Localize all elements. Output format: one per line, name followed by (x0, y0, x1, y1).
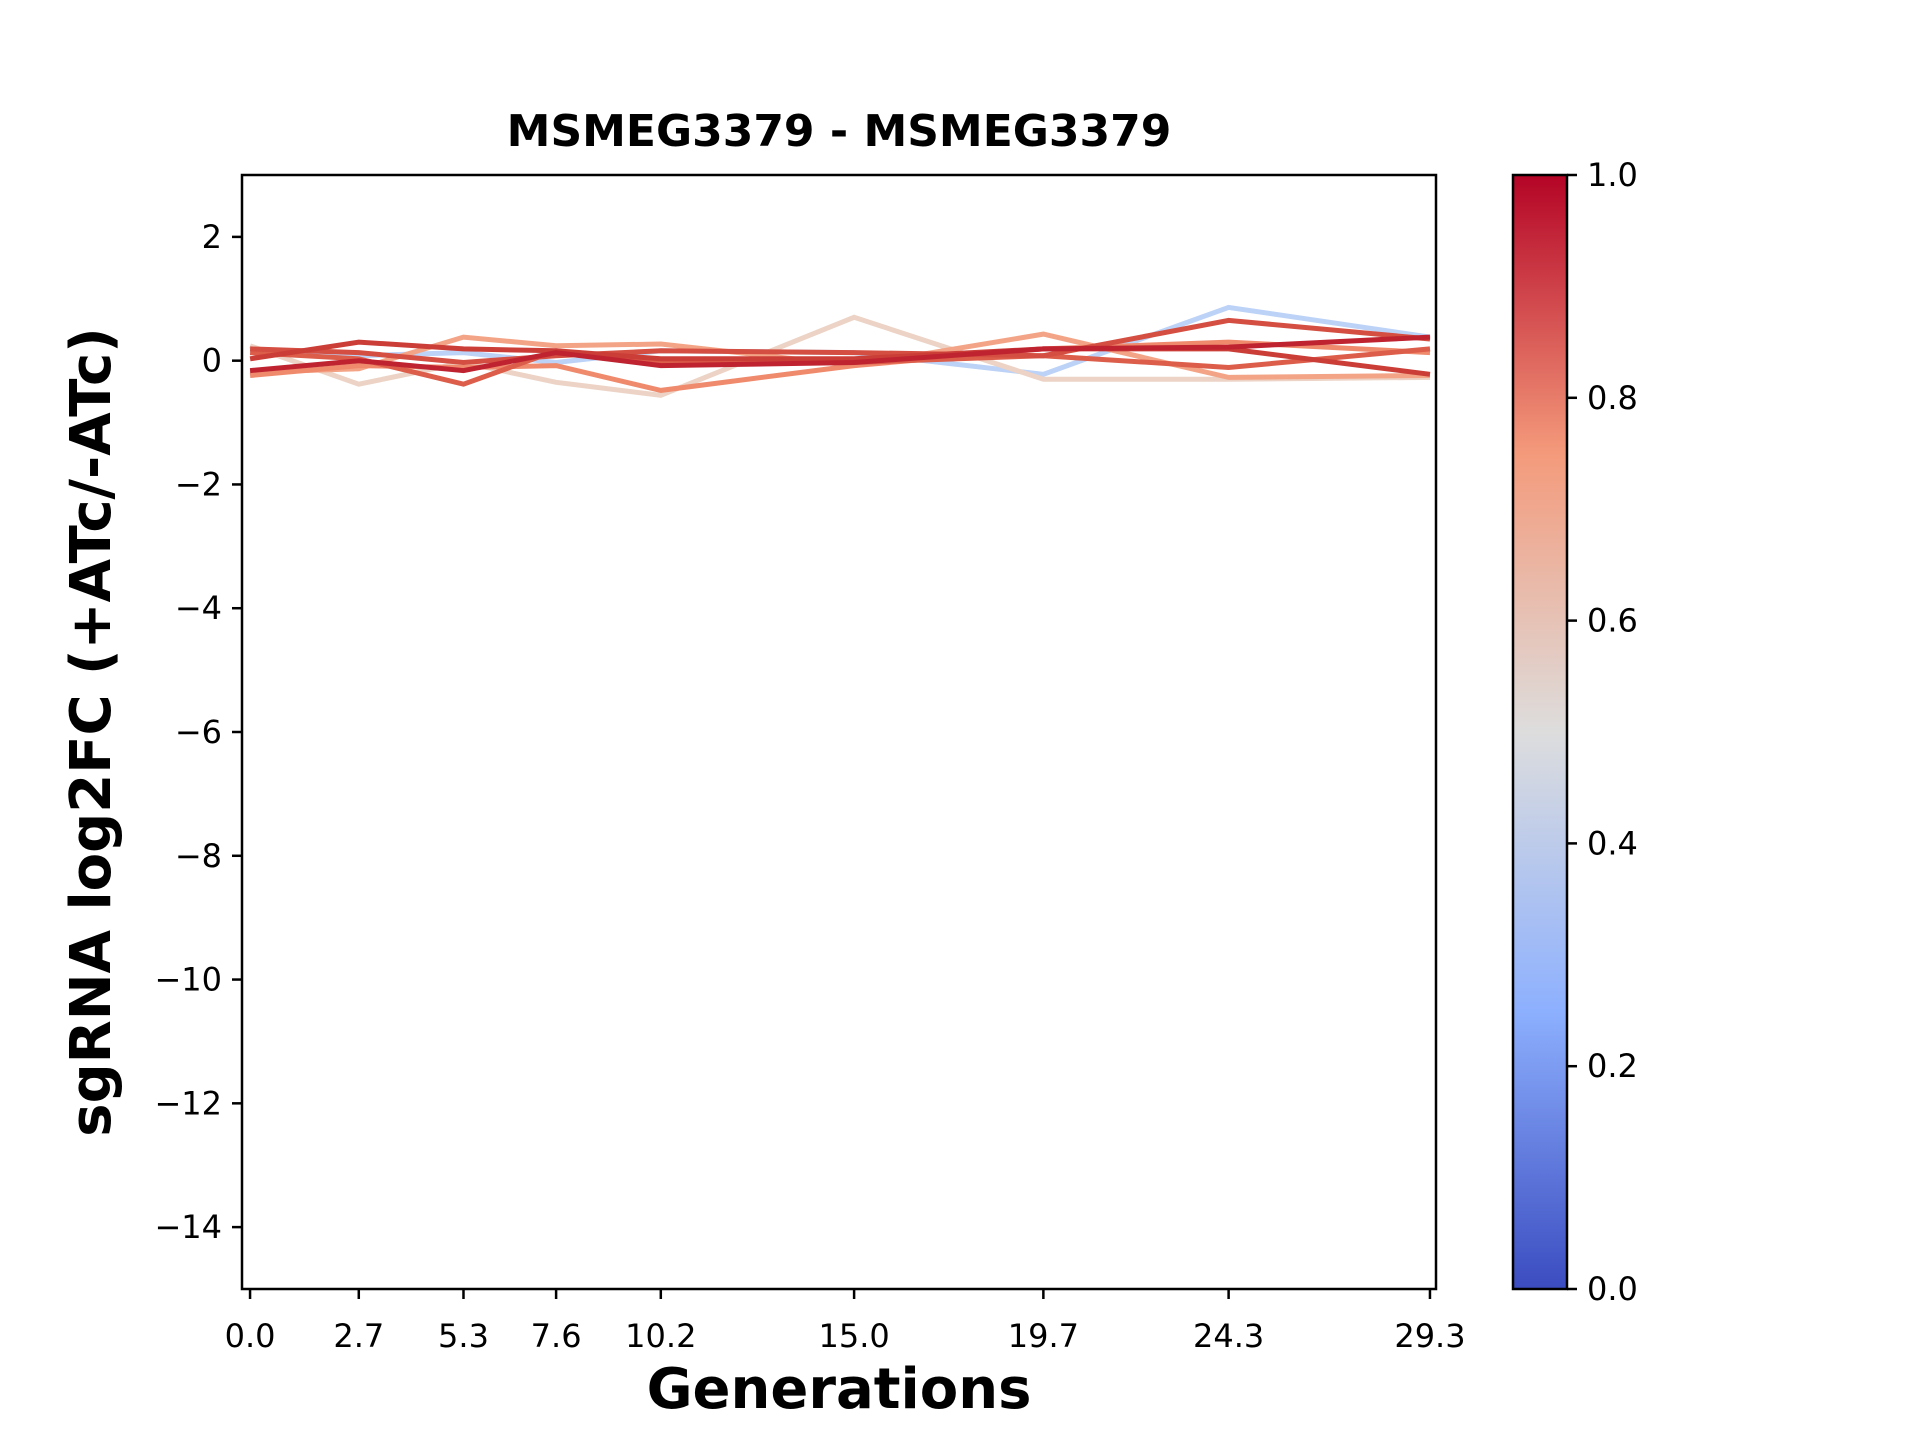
y-tick-label: −12 (154, 1084, 222, 1122)
chart-title: MSMEG3379 - MSMEG3379 (507, 106, 1172, 157)
x-axis-label: Generations (647, 1357, 1032, 1422)
series-line-1 (249, 314, 1431, 398)
x-tick-label: 19.7 (1008, 1317, 1079, 1355)
y-tick-label: 0 (202, 342, 222, 380)
colorbar-tick-label: 0.0 (1587, 1270, 1638, 1308)
y-tick-label: −14 (154, 1208, 222, 1246)
colorbar-axis: 0.0 0.2 0.4 0.6 0.8 1.0 (1567, 156, 1638, 1308)
series-line-7 (249, 334, 1431, 374)
x-tick-label: 2.7 (333, 1317, 384, 1355)
x-tick-label: 10.2 (625, 1317, 696, 1355)
x-tick-label: 24.3 (1193, 1317, 1264, 1355)
colorbar-tick-label: 0.6 (1587, 602, 1638, 640)
colorbar-tick-label: 0.4 (1587, 824, 1638, 862)
y-tick-label: −10 (154, 961, 222, 999)
colorbar (1511, 173, 1569, 1291)
y-tick-label: −8 (175, 837, 222, 875)
y-axis-label: sgRNA log2FC (+ATc/-ATc) (59, 327, 124, 1137)
series-line-5 (250, 317, 1431, 366)
x-tick-label: 29.3 (1394, 1317, 1465, 1355)
colorbar-tick-label: 0.2 (1587, 1047, 1638, 1085)
colorbar-tick-label: 0.8 (1587, 379, 1638, 417)
x-tick-label: 5.3 (438, 1317, 489, 1355)
series-lines (249, 304, 1431, 398)
x-tick-label: 7.6 (531, 1317, 582, 1355)
y-tick-label: −6 (175, 713, 222, 751)
x-axis: 0.0 2.7 5.3 7.6 10.2 15.0 19.7 24.3 29.3 (225, 1289, 1466, 1355)
y-tick-label: 2 (202, 218, 222, 256)
x-tick-label: 0.0 (225, 1317, 276, 1355)
y-tick-label: −4 (175, 589, 222, 627)
y-axis: 2 0 −2 −4 −6 −8 −10 −12 −14 (154, 218, 242, 1246)
series-line-4 (249, 346, 1431, 387)
colorbar-tick-label: 1.0 (1587, 156, 1638, 194)
y-tick-label: −2 (175, 465, 222, 503)
x-tick-label: 15.0 (818, 1317, 889, 1355)
